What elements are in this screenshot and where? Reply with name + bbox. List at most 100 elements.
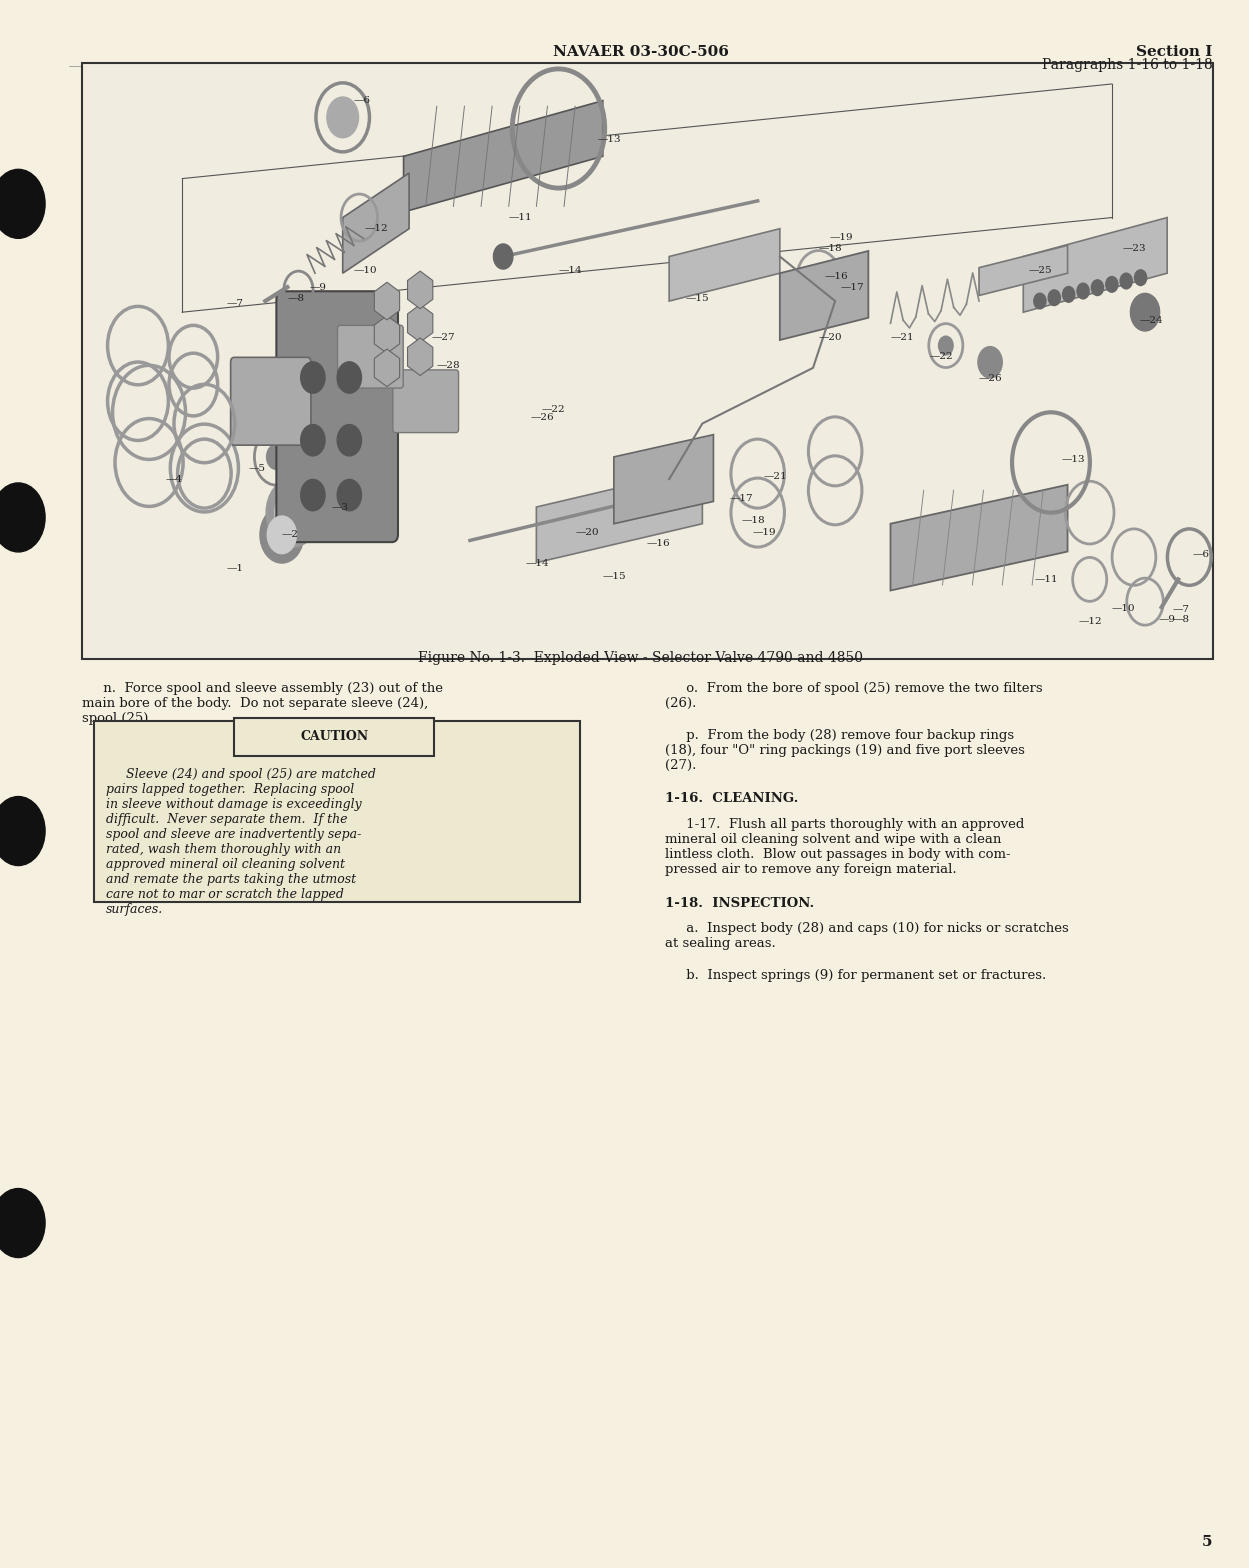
Text: —3: —3 [332,502,348,511]
Circle shape [337,480,361,511]
Text: NAVAER 03-30C-506: NAVAER 03-30C-506 [553,45,729,60]
Circle shape [337,362,361,394]
Circle shape [284,500,302,525]
Text: —15: —15 [603,572,627,582]
Text: —16: —16 [824,271,848,281]
Text: —1: —1 [226,564,244,572]
Text: —26: —26 [531,414,555,422]
Text: —20: —20 [818,332,842,342]
Circle shape [1034,293,1045,309]
Text: Section I: Section I [1137,45,1213,60]
FancyBboxPatch shape [234,718,435,756]
Polygon shape [375,350,400,387]
Text: 1-18.  INSPECTION.: 1-18. INSPECTION. [666,897,814,909]
Text: —6: —6 [1193,550,1209,558]
Text: —22: —22 [929,353,953,361]
Text: —8: —8 [1173,615,1190,624]
FancyBboxPatch shape [231,358,311,445]
Text: —21: —21 [891,332,914,342]
Text: —15: —15 [686,293,709,303]
Circle shape [327,97,358,138]
Text: —12: —12 [365,224,388,234]
Text: Paragraphs 1-16 to 1-18: Paragraphs 1-16 to 1-18 [1042,58,1213,72]
Text: 1-17.  Flush all parts thoroughly with an approved
mineral oil cleaning solvent : 1-17. Flush all parts thoroughly with an… [666,818,1024,877]
Text: —5: —5 [249,464,266,472]
Polygon shape [342,172,410,273]
Text: —26: —26 [979,375,1003,384]
Text: —24: —24 [1139,317,1163,325]
Text: Sleeve (24) and spool (25) are matched
pairs lapped together.  Replacing spool
i: Sleeve (24) and spool (25) are matched p… [106,768,376,916]
Polygon shape [891,485,1068,591]
Circle shape [267,516,296,554]
Text: —10: —10 [1112,604,1135,613]
Circle shape [260,506,304,563]
Text: —12: —12 [1079,616,1103,626]
Circle shape [301,425,325,456]
Polygon shape [1023,218,1167,312]
Text: 1-16.  CLEANING.: 1-16. CLEANING. [666,792,798,804]
Text: —14: —14 [526,560,548,568]
Text: —27: —27 [431,332,455,342]
Text: —4: —4 [166,475,182,483]
Polygon shape [779,251,868,340]
Circle shape [493,245,513,270]
Polygon shape [375,315,400,353]
Text: Figure No. 1-3.  Exploded View - Selector Valve 4790 and 4850: Figure No. 1-3. Exploded View - Selector… [418,651,863,665]
Text: —13: —13 [597,135,621,144]
Polygon shape [407,339,433,376]
Text: CAUTION: CAUTION [301,729,368,743]
Text: a.  Inspect body (28) and caps (10) for nicks or scratches
at sealing areas.: a. Inspect body (28) and caps (10) for n… [666,922,1069,950]
Text: —28: —28 [437,361,461,370]
Text: —19: —19 [752,527,776,536]
FancyBboxPatch shape [281,452,348,517]
Text: —2: —2 [282,530,299,539]
Circle shape [0,1189,45,1258]
Text: —17: —17 [729,494,753,503]
Polygon shape [407,304,433,342]
Text: —17: —17 [841,282,864,292]
Text: —7: —7 [226,299,244,309]
Polygon shape [669,229,779,301]
Text: —10: —10 [353,267,377,274]
Text: 5: 5 [1202,1535,1213,1549]
Text: —6: —6 [353,96,371,105]
Circle shape [275,489,311,536]
Circle shape [1092,279,1104,295]
Bar [81,63,1213,659]
Circle shape [266,478,320,547]
Text: —13: —13 [1062,455,1085,464]
Circle shape [301,362,325,394]
Text: o.  From the bore of spool (25) remove the two filters
(26).: o. From the bore of spool (25) remove th… [666,682,1043,710]
Circle shape [938,336,953,354]
Circle shape [1120,273,1133,289]
FancyBboxPatch shape [276,292,398,543]
Bar [94,78,1200,635]
Circle shape [0,169,45,238]
Circle shape [1048,290,1060,306]
Circle shape [978,347,1002,378]
Circle shape [337,425,361,456]
Text: n.  Force spool and sleeve assembly (23) out of the
main bore of the body.  Do n: n. Force spool and sleeve assembly (23) … [81,682,442,724]
Circle shape [1130,293,1159,331]
Text: —23: —23 [1123,243,1147,252]
Text: —9: —9 [1158,615,1175,624]
Polygon shape [613,434,713,524]
Text: —20: —20 [575,527,598,536]
Text: —21: —21 [763,472,787,481]
Text: —7: —7 [1173,605,1190,615]
Text: —14: —14 [558,267,582,274]
Text: —19: —19 [829,232,853,241]
Text: —8: —8 [287,293,305,303]
Text: b.  Inspect springs (9) for permanent set or fractures.: b. Inspect springs (9) for permanent set… [666,969,1047,982]
Text: —18: —18 [741,516,764,525]
Polygon shape [536,469,702,563]
Polygon shape [403,100,603,212]
Circle shape [0,483,45,552]
FancyBboxPatch shape [337,326,403,389]
Polygon shape [979,246,1068,295]
Circle shape [0,797,45,866]
FancyBboxPatch shape [393,370,458,433]
Circle shape [1134,270,1147,285]
Text: —9: —9 [310,282,326,292]
Text: —16: —16 [647,539,671,547]
